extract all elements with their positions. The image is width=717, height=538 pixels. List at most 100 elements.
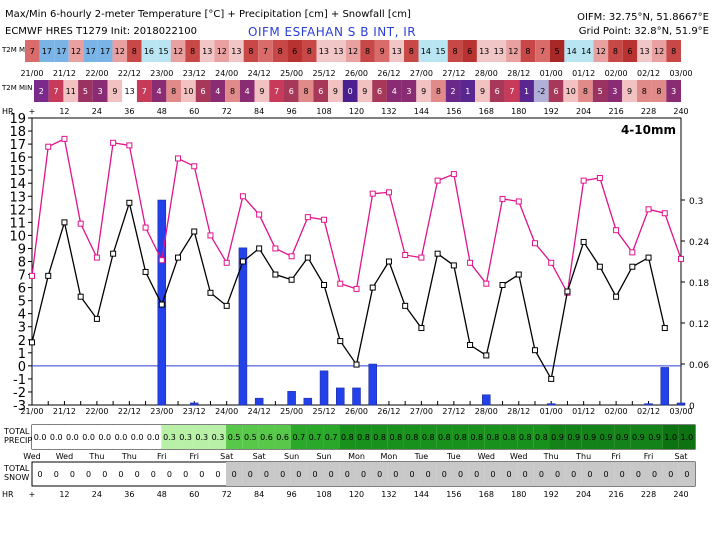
y-tick-label: 4: [18, 308, 26, 323]
precip-table-value: 0.3: [179, 433, 192, 442]
t2m-max-cell: [549, 40, 565, 62]
x-date-label: 23/00: [150, 407, 173, 416]
precip-table-value: 0.8: [486, 433, 499, 442]
t2m-max-cell: [141, 40, 157, 62]
snow-table-value: 0: [604, 470, 609, 479]
hr-label-top: HR: [2, 107, 14, 116]
max-temp-point: [256, 211, 263, 218]
t2m-min-value: 4: [245, 87, 250, 96]
min-temp-point: [661, 325, 668, 332]
snow-table-cell: [452, 462, 469, 486]
snow-table-cell: [306, 462, 324, 486]
hr-value-top: 156: [446, 107, 461, 116]
precip-table-value: 0.0: [98, 433, 111, 442]
hr-value-bottom: 24: [92, 490, 102, 499]
precip-table-value: 0.7: [309, 433, 322, 442]
precip-bar: [676, 402, 686, 406]
snow-table-value: 0: [199, 470, 204, 479]
min-temp-point: [61, 219, 68, 226]
precip-table-value: 0.9: [648, 433, 661, 442]
t2m-min-value: 8: [303, 87, 308, 96]
hr-value-bottom: 120: [349, 490, 364, 499]
min-temp-point: [515, 271, 522, 278]
t2m-min-value: 3: [612, 87, 617, 96]
x-date-label: 03/00: [669, 407, 692, 416]
min-temp-point: [402, 302, 409, 309]
station-name: OIFM ESFAHAN S B INT, IR: [248, 25, 417, 39]
snow-table-value: 0: [54, 470, 59, 479]
t2m-max-cell: [156, 40, 171, 62]
precip-tick-label: 0.12: [689, 320, 709, 330]
station-coords: OIFM: 32.75°N, 51.8667°E: [577, 12, 709, 23]
max-temp-point: [629, 249, 636, 256]
min-temp-point: [531, 347, 538, 354]
t2m-max-value: 7: [540, 47, 545, 56]
max-temp-point: [158, 257, 165, 264]
plot-area: [31, 117, 682, 406]
y-tick-label: 5: [18, 295, 26, 310]
precip-bar: [644, 403, 653, 406]
t2m-max-cell: [39, 40, 55, 62]
t2m-min-value: 6: [495, 87, 500, 96]
t2m-min-cell: [372, 80, 387, 102]
snow-table-value: 0: [474, 470, 479, 479]
precip-table-value: 0.0: [147, 433, 160, 442]
hr-value-top: 180: [511, 107, 526, 116]
max-temp-point: [175, 155, 182, 162]
hr-value-bottom: 36: [124, 490, 134, 499]
precip-table-cell: [80, 425, 97, 449]
hr-value-top: 240: [673, 107, 688, 116]
max-temp-point: [93, 254, 100, 261]
t2m-max-cell: [83, 40, 98, 62]
t2m-min-value: 9: [421, 87, 426, 96]
precip-table-value: 0.8: [535, 433, 548, 442]
snow-table-cell: [630, 462, 647, 486]
t2m-min-value: 6: [201, 87, 206, 96]
snow-table-cell: [565, 462, 582, 486]
t2m-max-value: 14: [581, 47, 591, 56]
precip-table-cell: [193, 425, 210, 449]
t2m-max-cell: [593, 40, 609, 62]
precip-table-value: 0.8: [341, 433, 354, 442]
snow-table-cell: [371, 462, 388, 486]
snow-table-value: 0: [393, 470, 398, 479]
t2m-min-value: 11: [66, 87, 76, 96]
precip-table-weekday: Wed: [510, 452, 527, 461]
precip-table-cell: [533, 425, 550, 449]
hr-value-top: 108: [316, 107, 331, 116]
precip-table-value: 0.0: [34, 433, 47, 442]
hr-value-bottom: 156: [446, 490, 461, 499]
t2m-min-value: 4: [215, 87, 220, 96]
min-temp-point: [304, 254, 311, 261]
y-tick-label: 12: [9, 203, 26, 218]
snow-table-cell: [258, 462, 275, 486]
t2m-max-cell: [214, 40, 230, 62]
precip-table-value: 0.5: [244, 433, 257, 442]
t2m-max-cell: [97, 40, 113, 62]
grid-point: Grid Point: 32.8°N, 51.9°E: [578, 26, 709, 37]
min-temp-point: [191, 228, 198, 235]
t2m-min-value: 9: [333, 87, 338, 96]
t2m-max-value: 12: [217, 47, 227, 56]
x-date-label: 02/00: [605, 407, 628, 416]
t2m-max-label: T2M MAX: [1, 46, 35, 54]
snow-table-value: 0: [571, 470, 576, 479]
snow-table-value: 0: [426, 470, 431, 479]
t2m-min-cell: [136, 80, 152, 102]
max-temp-point: [45, 143, 52, 150]
hr-value-top: +: [29, 107, 36, 116]
precip-table-cell: [323, 425, 340, 449]
date-label-top: 27/00: [410, 69, 433, 78]
precip-tick-label: 0.06: [689, 361, 709, 371]
t2m-min-cell: [313, 80, 329, 102]
t2m-max-cell: [462, 40, 477, 62]
precip-table-cell: [306, 425, 324, 449]
t2m-min-cell: [269, 80, 284, 102]
snow-table-cell: [290, 462, 307, 486]
snow-table-value: 0: [280, 470, 285, 479]
min-temp-point: [272, 271, 279, 278]
t2m-max-cell: [666, 40, 681, 62]
max-temp-point: [596, 175, 603, 182]
t2m-max-cell: [637, 40, 652, 62]
t2m-min-cell: [225, 80, 240, 102]
